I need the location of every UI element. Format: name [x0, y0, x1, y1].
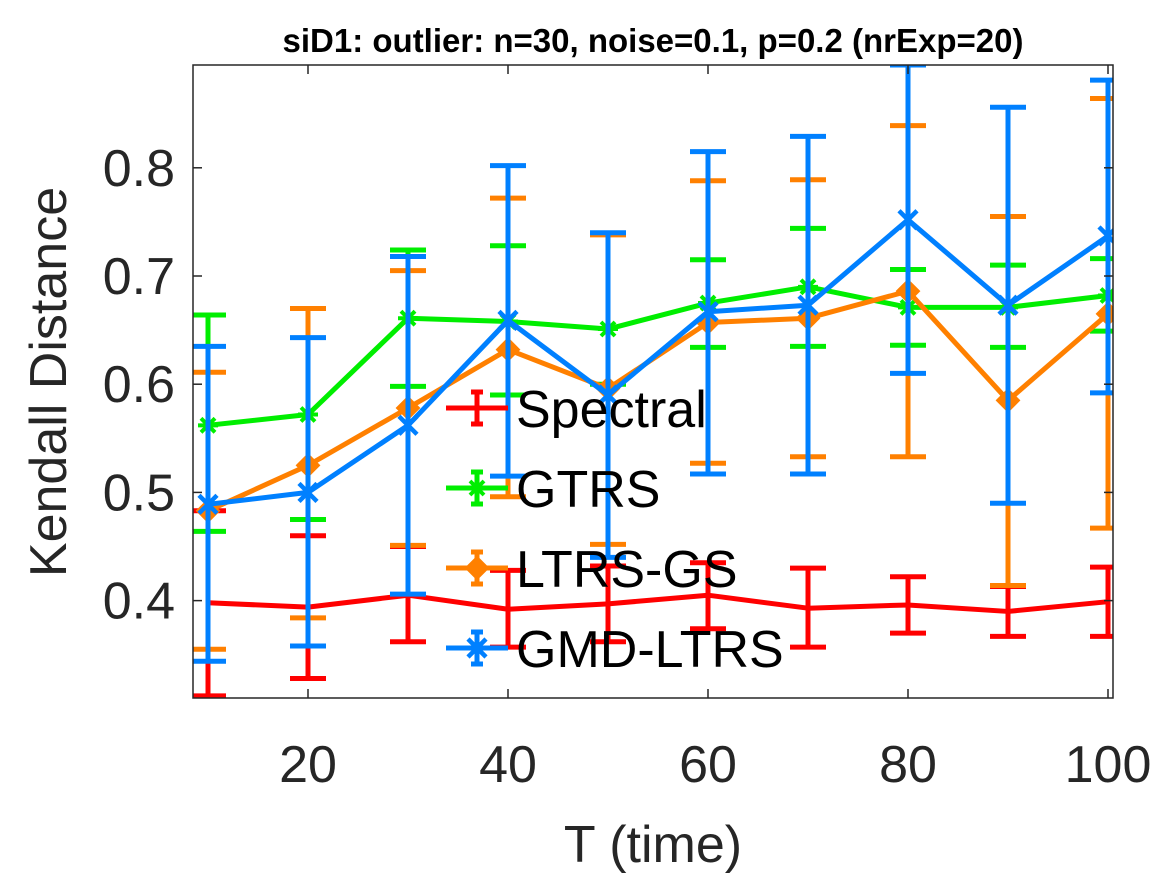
- y-tick-label: 0.8: [103, 140, 175, 198]
- legend-marker-d2: [468, 479, 486, 497]
- y-tick-label: 0.5: [103, 464, 175, 522]
- legend-label: LTRS-GS: [516, 541, 738, 599]
- y-tick-label: 0.7: [103, 248, 175, 306]
- series-line-spectral: [207, 592, 1109, 614]
- legend-marker-b: [466, 637, 488, 659]
- point-gmd-ltrs-100-b: [1097, 227, 1113, 247]
- point-gmd-ltrs-40-b: [497, 309, 519, 331]
- axis-ticks: 20 40 60 80 100 0.4 0.5 0.6 0.7 0.8: [103, 65, 1152, 794]
- legend-item-spectral: Spectral: [446, 381, 707, 439]
- legend-item-gtrs: GTRS: [446, 461, 660, 519]
- y-axis-label: Kendall Distance: [20, 187, 78, 577]
- legend-item-gmd-ltrs: GMD-LTRS: [446, 621, 784, 679]
- axes-box: [192, 64, 1114, 699]
- errorbar-spectral-100: [1090, 564, 1113, 639]
- x-tick-label: 80: [879, 736, 937, 794]
- series-line-gmd-ltrs: [207, 217, 1110, 507]
- point-gmd-ltrs-90-b: [997, 294, 1019, 316]
- x-tick-label: 40: [479, 736, 537, 794]
- y-tick-label: 0.6: [103, 356, 175, 414]
- legend-item-ltrs-gs: LTRS-GS: [446, 541, 738, 599]
- legend-label: GTRS: [516, 461, 660, 519]
- point-gmd-ltrs-70-b: [797, 294, 819, 316]
- point-gmd-ltrs-80-b: [897, 209, 919, 231]
- y-tick-label: 0.4: [103, 573, 175, 631]
- series-gmd-ltrs: [193, 65, 1113, 664]
- legend-label: Spectral: [516, 381, 707, 439]
- legend: Spectral GTRS LTRS-GS GMD-LTRS: [446, 381, 784, 679]
- x-tick-label: 100: [1065, 736, 1152, 794]
- point-gmd-ltrs-60-b: [697, 301, 719, 323]
- legend-label: GMD-LTRS: [516, 621, 784, 679]
- plot-area: [193, 65, 1113, 698]
- x-tick-label: 20: [279, 736, 337, 794]
- legend-marker: [464, 555, 490, 581]
- chart-title: siD1: outlier: n=30, noise=0.1, p=0.2 (n…: [283, 22, 1024, 59]
- point-gmd-ltrs-50-b: [597, 384, 619, 406]
- x-tick-label: 60: [679, 736, 737, 794]
- point-gmd-ltrs-10-b: [197, 493, 219, 515]
- x-axis-label: T (time): [564, 816, 742, 874]
- point-gmd-ltrs-20-b: [297, 481, 319, 504]
- point-gmd-ltrs-30-b: [397, 414, 419, 436]
- series-line-gtrs: [207, 284, 1109, 428]
